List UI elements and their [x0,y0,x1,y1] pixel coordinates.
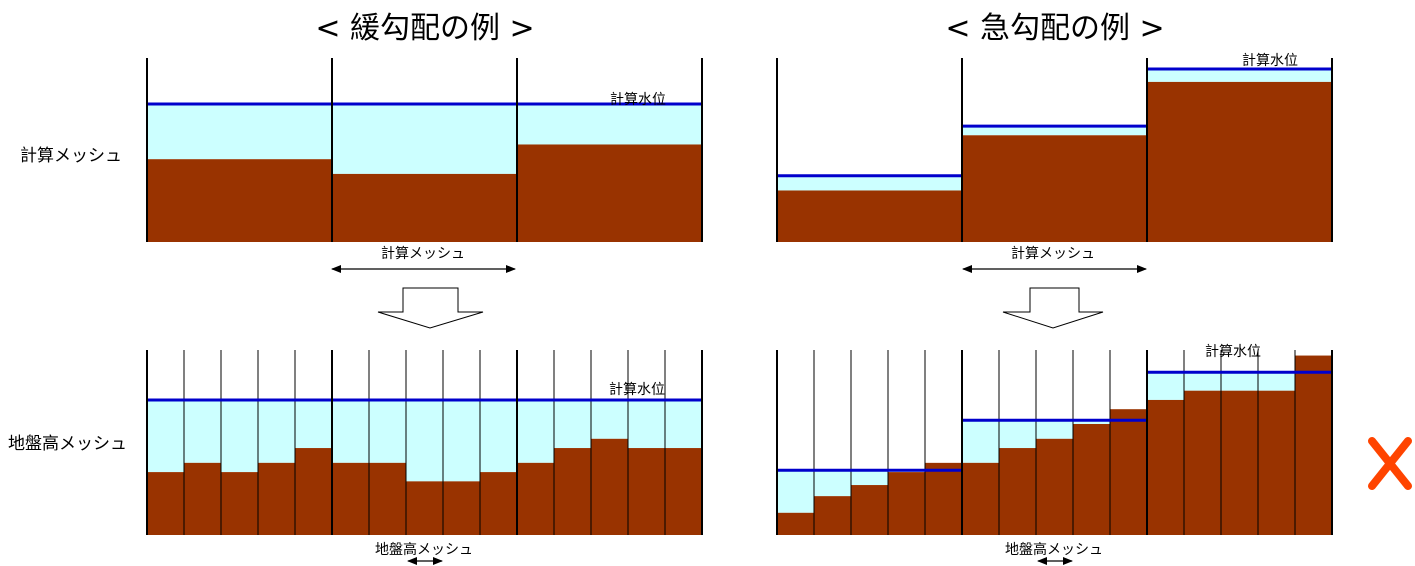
water-cell [184,399,221,463]
water-cell [258,399,295,463]
ground-cell [1147,81,1332,242]
ground-cell [777,190,962,242]
ground-cell [851,485,888,535]
ground-cell [999,448,1036,535]
calc-mesh-row-label: 計算メッシュ [20,146,122,166]
water-cell [777,470,814,513]
water-cell [851,470,888,486]
water-cell [1184,372,1221,391]
water-cell [517,399,554,463]
water-cell [1036,420,1073,439]
ground-cell [1295,355,1332,535]
water-cell [665,399,702,449]
water-cell [221,399,258,473]
ground-cell [258,462,295,535]
ground-cell [221,472,258,535]
ground-cell [628,448,665,535]
water-cell [480,399,517,473]
ground-cell [332,462,369,535]
water-cell [777,175,962,191]
ground-cell [962,462,999,535]
ground-cell [1147,399,1184,535]
water-cell [1147,372,1184,400]
water-cell [999,420,1036,449]
gentle-transform-arrow-icon [377,287,484,329]
ground-cell [1073,424,1110,535]
gentle-calc-mesh-span-label: 計算メッシュ [381,246,465,262]
water-cell [1258,372,1295,391]
ground-cell [184,462,221,535]
ground-cell [443,481,480,535]
ground-mesh-row-label: 地盤高メッシュ [8,434,127,454]
ground-cell [962,135,1147,242]
steep-calc-mesh-span-label: 計算メッシュ [1011,246,1095,262]
gentle-bottom-water-level-label: 計算水位 [609,382,665,398]
ground-cell [777,512,814,535]
ground-cell [591,438,628,535]
water-cell [1221,372,1258,391]
water-cell [962,420,999,463]
water-cell [517,104,702,145]
ground-cell [1036,438,1073,535]
water-cell [814,470,851,497]
water-cell [406,399,443,482]
water-cell [295,399,332,449]
water-cell [443,399,480,482]
ground-cell [554,448,591,535]
water-cell [628,399,665,449]
ground-cell [1258,390,1295,535]
water-cell [554,399,591,449]
ground-cell [925,462,962,535]
steep-calc-mesh-panel [776,58,1333,242]
water-cell [1073,420,1110,424]
steep-slope-title: < 急勾配の例 > [945,11,1164,46]
steep-top-water-level-label: 計算水位 [1242,53,1298,69]
ground-cell [332,173,517,242]
ground-cell [406,481,443,535]
steep-ground-mesh-span-label: 地盤高メッシュ [1005,541,1103,558]
ground-cell [369,462,406,535]
gentle-ground-mesh-span-label: 地盤高メッシュ [375,541,473,558]
ground-cell [147,472,184,535]
ground-cell [1221,390,1258,535]
gentle-top-water-level-label: 計算水位 [610,92,666,108]
ground-cell [147,159,332,242]
ground-cell [1110,409,1147,535]
ground-cell [814,496,851,535]
water-cell [147,104,332,160]
ground-cell [1184,390,1221,535]
water-cell [962,126,1147,136]
ground-cell [295,448,332,535]
gentle-ground-mesh-panel [146,350,703,535]
water-cell [332,104,517,174]
water-cell [147,399,184,473]
ground-cell [517,462,554,535]
cross-mark-icon [1368,437,1412,490]
water-cell [369,399,406,463]
water-cell [332,399,369,463]
steep-bottom-water-level-label: 計算水位 [1205,344,1261,360]
steep-ground-mesh-panel [776,350,1333,535]
gentle-slope-title: < 緩勾配の例 > [315,11,534,46]
water-cell [1147,69,1332,82]
ground-cell [665,448,702,535]
ground-cell [480,472,517,535]
gentle-calc-mesh-panel [146,58,703,242]
ground-cell [888,472,925,535]
water-cell [591,399,628,439]
steep-transform-arrow-icon [1002,287,1104,329]
ground-cell [517,144,702,242]
